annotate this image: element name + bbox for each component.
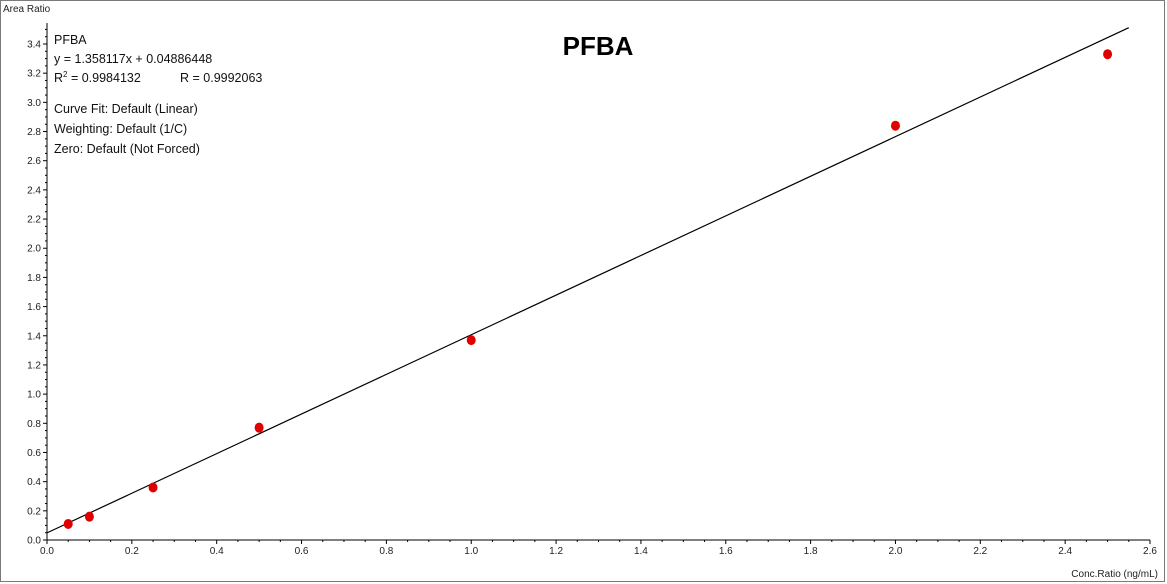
y-tick-label: 2.8	[27, 127, 41, 138]
data-point	[148, 482, 158, 493]
y-tick-label: 2.2	[27, 215, 41, 226]
data-point	[1103, 49, 1113, 60]
x-tick-label: 2.6	[1143, 546, 1157, 557]
x-tick-label: 0.2	[125, 546, 139, 557]
zero-text: Zero: Default (Not Forced)	[54, 142, 200, 156]
y-tick-label: 3.2	[27, 69, 41, 80]
r-squared-prefix: R	[54, 71, 63, 85]
y-tick-label: 1.4	[27, 331, 41, 342]
r-squared-superscript: 2	[63, 70, 68, 79]
y-tick-label: 0.4	[27, 477, 41, 488]
y-tick-label: 1.2	[27, 360, 41, 371]
data-point	[466, 335, 476, 346]
compound-name: PFBA	[54, 33, 87, 47]
y-tick-label: 0.8	[27, 419, 41, 430]
data-point	[890, 120, 900, 131]
x-tick-label: 2.2	[973, 546, 987, 557]
x-tick-label: 0.8	[379, 546, 393, 557]
data-points	[63, 49, 1113, 529]
data-point	[254, 422, 264, 433]
r-value-text: R = 0.9992063	[180, 71, 262, 85]
y-tick-label: 3.4	[27, 40, 41, 51]
r-squared-value: = 0.9984132	[67, 71, 140, 85]
y-tick-label: 1.6	[27, 302, 41, 313]
y-tick-label: 1.0	[27, 390, 41, 401]
x-axis-ticks: 0.0 0.2 0.4 0.6 0.8 1.0 1.2 1.4 1.6 1.8 2.0 2.2 2.4 2…	[40, 540, 1157, 557]
y-tick-label: 0.6	[27, 448, 41, 459]
x-axis-label: Conc.Ratio (ng/mL)	[1071, 569, 1158, 580]
y-axis-ticks: 0.0 0.2 0.4 0.6 0.8 1.0 1.2 1.4 1.6 1.8 2.0 2.2 2.4 2…	[27, 28, 47, 547]
x-tick-label: 1.8	[804, 546, 818, 557]
x-tick-label: 1.2	[549, 546, 563, 557]
x-tick-label: 0.6	[295, 546, 309, 557]
y-axis-label: Area Ratio	[3, 4, 51, 15]
y-tick-label: 3.0	[27, 98, 41, 109]
chart-title: PFBA	[563, 31, 634, 61]
x-tick-label: 1.6	[719, 546, 733, 557]
y-tick-label: 2.0	[27, 244, 41, 255]
weighting-text: Weighting: Default (1/C)	[54, 122, 187, 136]
y-tick-label: 0.2	[27, 506, 41, 517]
y-tick-label: 2.6	[27, 156, 41, 167]
x-tick-label: 0.0	[40, 546, 54, 557]
data-point	[84, 511, 94, 522]
info-block: PFBA y = 1.358117x + 0.04886448 R2 = 0.9…	[54, 33, 262, 156]
x-tick-label: 2.0	[889, 546, 903, 557]
x-tick-label: 0.4	[210, 546, 224, 557]
r-squared-text: R2 = 0.9984132	[54, 70, 141, 85]
x-tick-label: 1.0	[464, 546, 478, 557]
y-tick-label: 1.8	[27, 273, 41, 284]
regression-equation: y = 1.358117x + 0.04886448	[54, 52, 212, 66]
curve-fit-text: Curve Fit: Default (Linear)	[54, 102, 198, 116]
y-tick-label: 0.0	[27, 536, 41, 547]
regression-line	[46, 27, 1130, 534]
x-tick-label: 2.4	[1058, 546, 1072, 557]
y-tick-label: 2.4	[27, 185, 41, 196]
data-point	[63, 518, 73, 529]
x-tick-label: 1.4	[634, 546, 648, 557]
